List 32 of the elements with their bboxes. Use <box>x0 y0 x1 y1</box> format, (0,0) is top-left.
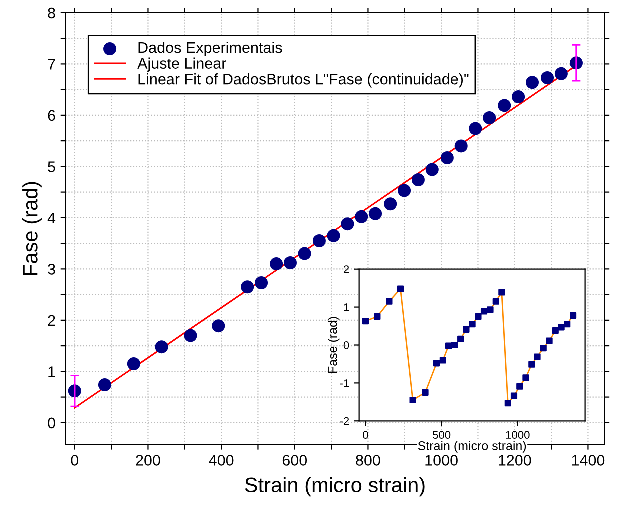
y-tick-label: 0 <box>48 418 56 429</box>
y-tick-label: 2 <box>344 266 350 274</box>
x-tick-label: 500 <box>432 431 451 440</box>
y-tick-label: -1 <box>340 380 350 388</box>
legend-label: Dados Experimentais <box>138 42 282 56</box>
x-tick-label: 1200 <box>499 455 532 466</box>
x-tick-label: 1000 <box>426 455 458 466</box>
x-tick-label: 600 <box>282 455 308 466</box>
y-tick-label: 0 <box>344 342 350 350</box>
y-tick-label: 7 <box>48 59 56 70</box>
y-tick-label: 8 <box>48 8 56 19</box>
y-axis-title: Fase (rad) <box>22 182 42 276</box>
x-tick-label: 1000 <box>506 431 530 440</box>
x-axis-title: Strain (micro strain) <box>418 441 526 453</box>
legend-label: Linear Fit of DadosBrutos L"Fase (continuidade)" <box>138 74 469 88</box>
y-tick-label: 4 <box>48 212 56 224</box>
y-tick-label: 3 <box>48 264 56 275</box>
y-tick-label: 2 <box>48 315 56 326</box>
y-tick-label: -2 <box>340 417 350 426</box>
y-tick-label: 6 <box>48 110 56 122</box>
x-tick-label: 200 <box>136 455 160 466</box>
x-axis-title: Strain (micro strain) <box>245 477 425 497</box>
y-tick-label: 5 <box>48 162 56 172</box>
y-tick-label: 1 <box>48 366 56 378</box>
x-tick-label: 400 <box>209 455 234 466</box>
x-tick-label: 0 <box>71 455 79 466</box>
x-tick-label: 800 <box>356 455 380 466</box>
y-tick-label: 1 <box>344 304 350 312</box>
x-tick-label: 1400 <box>572 455 605 466</box>
x-tick-label: 0 <box>363 431 368 440</box>
legend-label: Ajuste Linear <box>138 58 226 72</box>
y-axis-title: Fase (rad) <box>328 317 340 374</box>
